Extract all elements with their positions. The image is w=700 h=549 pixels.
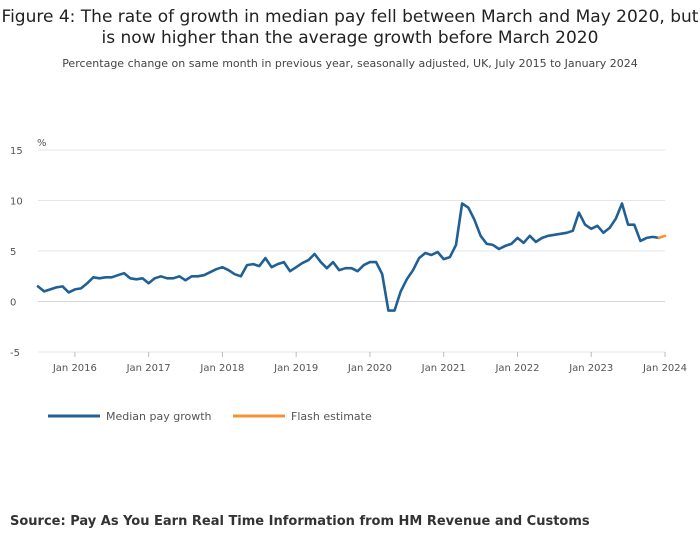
chart-title: Figure 4: The rate of growth in median p… — [1, 7, 699, 48]
x-tick-label: Jan 2022 — [494, 363, 539, 374]
y-tick-label: 5 — [10, 247, 16, 258]
x-tick-label: Jan 2019 — [273, 363, 318, 374]
series-line-0 — [36, 202, 661, 312]
x-tick-label: Jan 2016 — [52, 363, 97, 374]
series-line-1 — [657, 234, 667, 240]
y-tick-label: 0 — [10, 298, 16, 309]
x-tick-label: Jan 2024 — [642, 363, 687, 374]
x-tick-label: Jan 2020 — [347, 363, 392, 374]
y-axis-unit-label: % — [37, 138, 47, 149]
y-tick-label: 10 — [10, 197, 23, 208]
legend-label: Median pay growth — [106, 410, 212, 423]
x-tick-label: Jan 2023 — [568, 363, 613, 374]
chart-subtitle: Percentage change on same month in previ… — [62, 57, 638, 70]
x-tick-label: Jan 2017 — [126, 363, 171, 374]
legend-label: Flash estimate — [291, 410, 372, 423]
x-tick-label: Jan 2021 — [421, 363, 466, 374]
source-note: Source: Pay As You Earn Real Time Inform… — [10, 514, 590, 529]
y-tick-label: -5 — [10, 348, 20, 359]
x-tick-label: Jan 2018 — [199, 363, 244, 374]
y-tick-label: 15 — [10, 146, 23, 157]
